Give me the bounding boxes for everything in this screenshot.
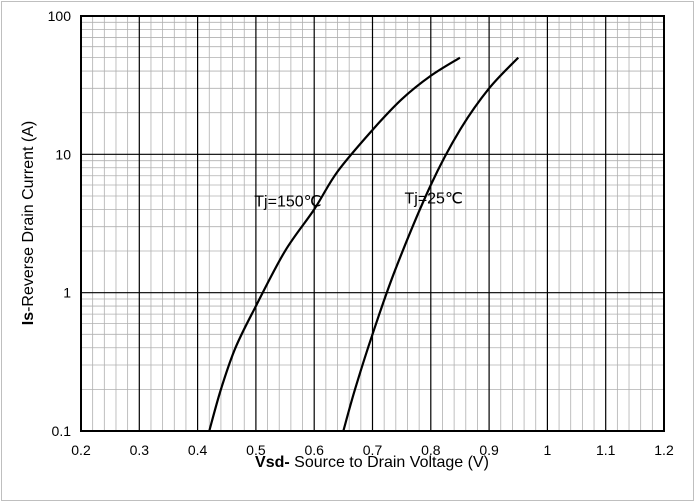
annotation-tj150: Tj=150℃: [254, 193, 321, 210]
annotation-tj25: Tj=25℃: [404, 191, 462, 208]
major-gridlines: [81, 16, 664, 431]
plot-area-border: [80, 15, 665, 432]
y-tick-label: 0.1: [52, 423, 72, 439]
y-tick-label: 1: [63, 285, 71, 301]
x-tick-label: 0.2: [71, 442, 91, 458]
x-tick-label: 0.8: [421, 442, 441, 458]
x-tick-label: 1.1: [596, 442, 616, 458]
annotation-layer: Tj=150℃ Tj=25℃: [254, 191, 463, 211]
x-tick-label: 0.6: [304, 442, 324, 458]
x-tick-labels: 0.2 0.3 0.4 0.5 0.6 0.7 0.8 0.9 1 1.1 1.2: [71, 442, 674, 458]
y-tick-label: 100: [48, 8, 72, 24]
y-tick-labels: 0.1 1 10 100: [48, 8, 72, 439]
y-axis-title: Is-Reverse Drain Current (A): [20, 121, 37, 326]
x-tick-label: 0.3: [130, 442, 150, 458]
y-tick-label: 10: [55, 146, 71, 162]
x-tick-label: 1.2: [654, 442, 674, 458]
series-line-tj150: [208, 56, 461, 432]
x-axis-title: Vsd- Source to Drain Voltage (V): [255, 454, 489, 471]
x-tick-label: 0.7: [363, 442, 383, 458]
series-line-tj25: [342, 56, 520, 432]
x-tick-label: 1: [544, 442, 552, 458]
x-tick-label: 0.5: [246, 442, 266, 458]
x-tick-label: 0.9: [479, 442, 499, 458]
series-layer: [208, 56, 520, 432]
minor-gridlines: [81, 16, 664, 431]
x-tick-label: 0.4: [188, 442, 208, 458]
